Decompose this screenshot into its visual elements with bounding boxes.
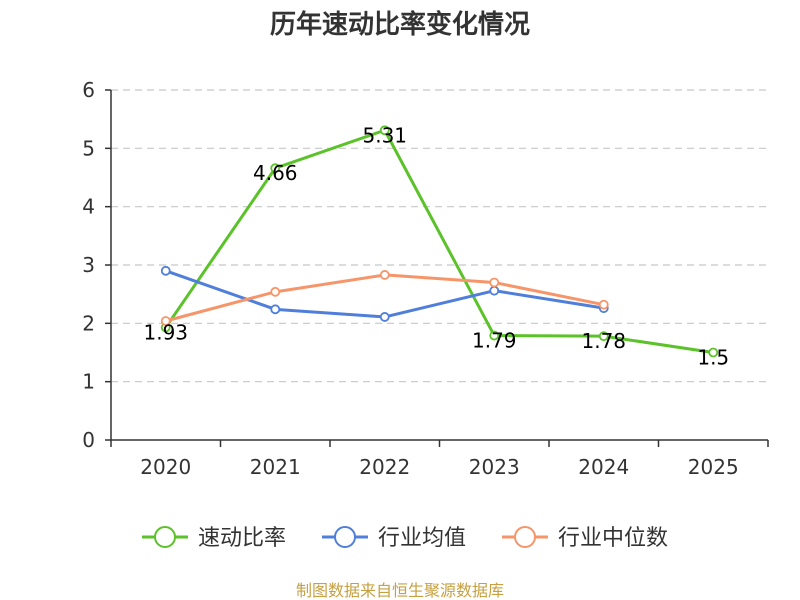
legend-item[interactable]: 行业中位数	[502, 526, 668, 551]
legend-marker	[334, 526, 356, 548]
x-tick-label: 2022	[359, 455, 410, 479]
y-tick-label: 5	[82, 136, 95, 160]
y-tick-label: 2	[82, 311, 95, 335]
data-point[interactable]	[160, 316, 171, 326]
x-tick-label: 2021	[250, 455, 301, 479]
y-tick-label: 1	[82, 370, 95, 394]
data-point[interactable]	[270, 304, 281, 315]
data-point[interactable]	[489, 285, 500, 296]
data-point[interactable]	[160, 265, 171, 276]
legend-item[interactable]: 速动比率	[142, 526, 286, 551]
series-1	[160, 125, 719, 358]
data-label: 5.31	[362, 123, 407, 147]
data-point[interactable]	[270, 286, 281, 297]
x-tick-label: 2023	[469, 455, 520, 479]
data-label: 4.66	[253, 161, 298, 185]
data-point[interactable]	[598, 331, 609, 342]
series-line	[164, 128, 715, 354]
data-label: 1.78	[581, 329, 626, 353]
source-note: 制图数据来自恒生聚源数据库	[296, 581, 504, 600]
series-3	[160, 270, 609, 326]
legend-marker	[514, 526, 536, 548]
data-point[interactable]	[270, 163, 281, 174]
data-point[interactable]	[379, 125, 390, 136]
data-labels: 1.93 4.66 5.31 1.79 1.78 1.5	[143, 123, 729, 369]
y-tick-label: 0	[82, 428, 95, 452]
data-point[interactable]	[708, 347, 719, 358]
data-label: 1.93	[143, 320, 188, 344]
legend-label: 行业中位数	[558, 526, 668, 551]
x-tick-label: 2025	[688, 455, 739, 479]
axes: 0 1 2 3 4 5 6 2020 2021 2022 2023 2024 2025	[82, 78, 769, 479]
legend-label: 行业均值	[378, 526, 466, 551]
legend-item[interactable]: 行业均值	[322, 526, 466, 551]
data-point[interactable]	[489, 277, 500, 288]
grid-lines	[111, 89, 768, 383]
y-tick-label: 3	[82, 253, 95, 277]
data-label: 1.79	[472, 329, 517, 353]
legend-label: 速动比率	[198, 526, 286, 551]
legend-marker	[154, 526, 176, 548]
y-tick-label: 4	[82, 195, 95, 219]
data-point[interactable]	[379, 312, 390, 322]
y-tick-label: 6	[82, 78, 95, 102]
data-label: 1.5	[697, 346, 729, 370]
data-point[interactable]	[379, 270, 390, 280]
data-point[interactable]	[489, 330, 500, 341]
x-tick-label: 2020	[140, 455, 191, 479]
x-tick-label: 2024	[578, 455, 629, 479]
chart-title: 历年速动比率变化情况	[270, 9, 530, 40]
data-point[interactable]	[598, 299, 609, 310]
series-lines	[160, 125, 719, 358]
legend[interactable]: 速动比率 行业均值 行业中位数	[142, 526, 668, 551]
series-2	[160, 265, 609, 322]
